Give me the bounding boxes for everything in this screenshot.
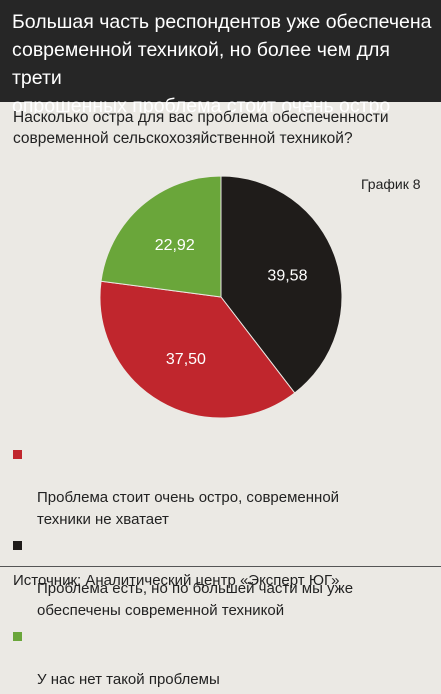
- pie-value-label: 39,58: [267, 267, 307, 284]
- legend-item-acute: Проблема стоит очень остро, современной …: [13, 443, 433, 531]
- source-note: Источник: Аналитический центр «Эксперт Ю…: [13, 572, 340, 589]
- legend-item-no-problem: У нас нет такой проблемы: [13, 625, 433, 691]
- header-bar: Большая часть респондентов уже обеспечен…: [0, 0, 441, 117]
- pie-slice-mostly-equipped: [220, 175, 343, 394]
- chart-question: Насколько остра для вас проблема обеспеч…: [13, 109, 389, 147]
- pie-value-label: 22,92: [155, 237, 195, 254]
- pie-slice-no-problem: [100, 175, 222, 298]
- page-title: Большая часть респондентов уже обеспечен…: [12, 11, 432, 117]
- legend-label: У нас нет такой проблемы: [37, 671, 220, 688]
- pie-chart: 39,58 37,50 22,92: [99, 175, 343, 419]
- legend-swatch-red: [13, 450, 22, 459]
- legend-swatch-green: [13, 632, 22, 641]
- pie-value-label: 37,50: [166, 351, 206, 368]
- legend-label: Проблема стоит очень остро, современной …: [37, 489, 340, 528]
- source-divider: [0, 566, 441, 567]
- chart-legend: Проблема стоит очень остро, современной …: [13, 443, 433, 694]
- pie-slice-acute: [99, 280, 296, 419]
- chart-number-label: График 8: [361, 176, 421, 192]
- legend-swatch-black: [13, 541, 22, 550]
